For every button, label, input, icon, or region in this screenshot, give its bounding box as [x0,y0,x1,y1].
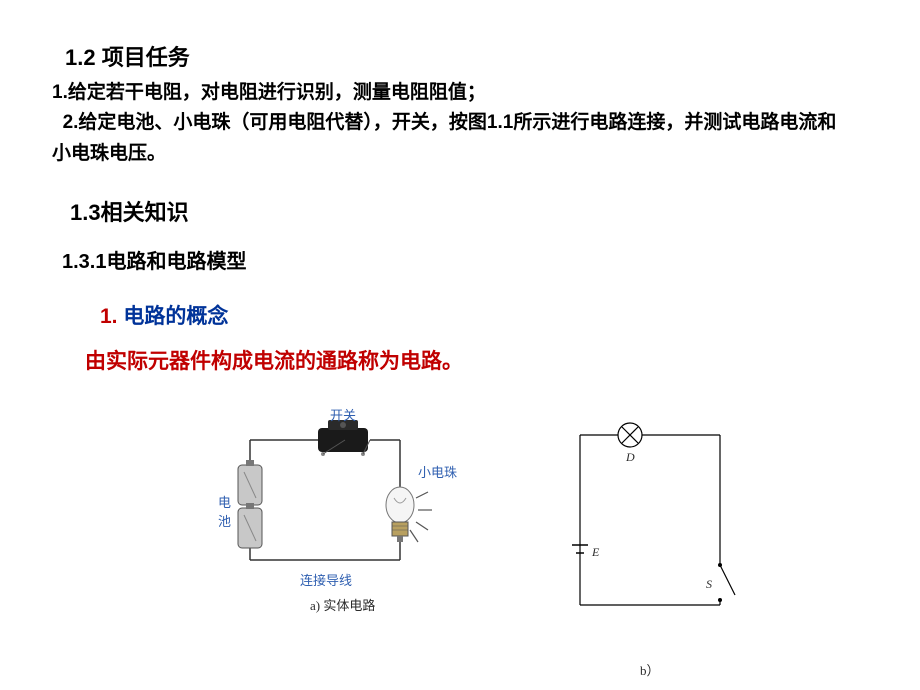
figA-wire-label: 连接导线 [300,570,352,589]
switch-symbol-icon [718,563,735,602]
figA-caption: a) 实体电路 [310,595,375,614]
figB-lamp-label: D [626,450,635,465]
figure-b: D E S b） [550,405,750,670]
heading-1-3: 1.3相关知识 [70,195,189,227]
battery-icon [238,460,262,548]
concept-label: 电路的概念 [123,305,228,328]
concept-number: 1. [100,305,118,328]
bulb-icon [386,487,432,542]
figA-bulb-label: 小电珠 [418,462,457,481]
concept-title: 1. 电路的概念 [100,300,228,330]
heading-1-2: 1.2 项目任务 [65,40,190,72]
figure-a: 开关 电池 小电珠 连接导线 a) 实体电路 [200,410,460,640]
subheading-1-3-1: 1.3.1电路和电路模型 [62,245,246,274]
concept-body: 由实际元器件构成电流的通路称为电路。 [85,345,463,375]
figure-b-svg [550,405,750,655]
lamp-symbol-icon [618,423,642,447]
figB-caption: b） [640,660,660,679]
figA-battery-label: 电池 [218,492,232,530]
figA-switch-label: 开关 [330,405,356,424]
figB-source-label: E [592,545,599,560]
task-1: 1.给定若干电阻，对电阻进行识别，测量电阻阻值； [52,78,842,108]
figB-switch-label: S [706,577,712,592]
task-2: 2.给定电池、小电珠（可用电阻代替），开关，按图1.1所示进行电路连接，并测试电… [52,108,842,169]
switch-icon [318,420,370,456]
